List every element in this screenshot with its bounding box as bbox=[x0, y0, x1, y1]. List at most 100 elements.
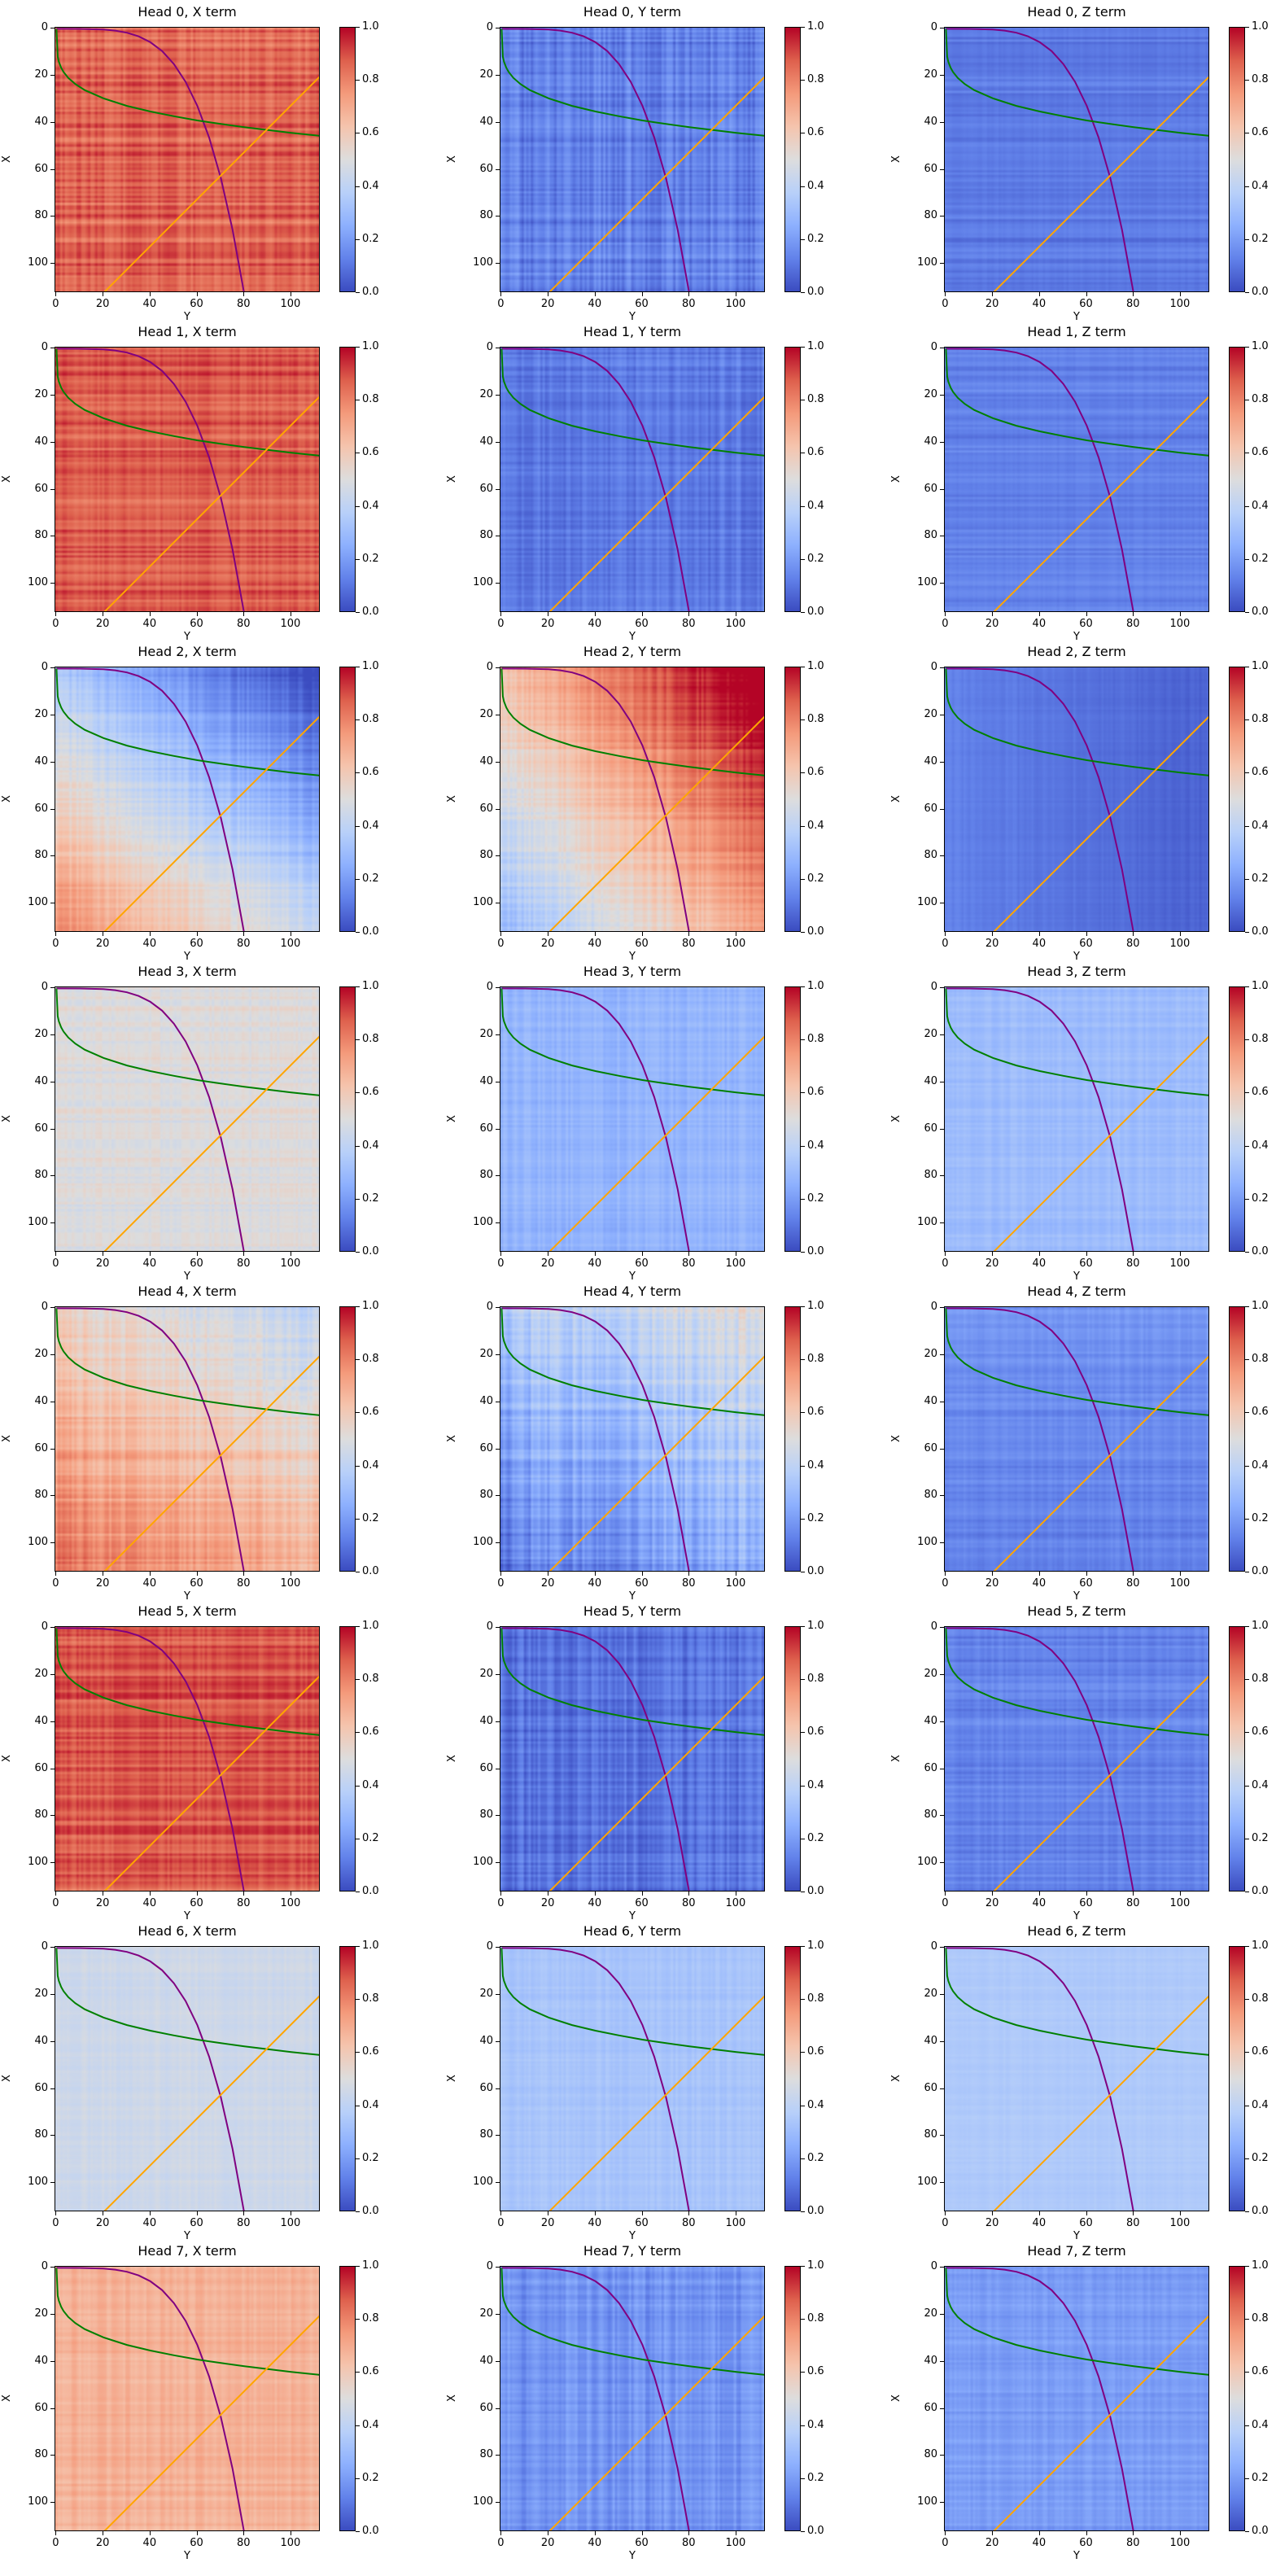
colorbar bbox=[784, 27, 801, 292]
y-tick bbox=[940, 75, 944, 77]
overlay-lines bbox=[500, 28, 764, 291]
x-tick-label: 80 bbox=[236, 1577, 251, 1590]
x-tick-label: 40 bbox=[142, 1257, 157, 1270]
y-tick bbox=[50, 121, 55, 123]
y-tick-label: 60 bbox=[924, 2081, 937, 2094]
purple-curve bbox=[946, 2267, 1134, 2530]
colorbar-tick-label: 0.4 bbox=[362, 1459, 379, 1472]
y-axis-label: X bbox=[0, 2075, 13, 2082]
green-curve bbox=[500, 1308, 764, 1416]
x-tick bbox=[1133, 1252, 1134, 1256]
colorbar-tick-label: 0.0 bbox=[1252, 1245, 1269, 1257]
x-tick bbox=[55, 1572, 57, 1576]
colorbar-tick-label: 0.8 bbox=[1252, 1992, 1269, 2005]
overlay-lines bbox=[55, 667, 319, 931]
colorbar-tick-label: 0.4 bbox=[807, 499, 824, 512]
colorbar-tick bbox=[801, 1306, 805, 1307]
x-tick-label: 80 bbox=[1125, 2217, 1140, 2229]
colorbar-tick bbox=[1245, 1465, 1249, 1467]
y-tick bbox=[940, 1175, 944, 1177]
panel-title: Head 1, Z term bbox=[1027, 324, 1126, 339]
x-tick bbox=[945, 932, 946, 936]
x-tick bbox=[992, 1892, 994, 1896]
y-axis-label: X bbox=[889, 2394, 902, 2402]
y-tick-label: 100 bbox=[28, 1855, 48, 1868]
x-tick bbox=[1086, 1892, 1087, 1896]
x-tick-label: 100 bbox=[280, 2537, 301, 2549]
overlay-lines bbox=[945, 2267, 1208, 2530]
x-tick bbox=[1133, 2211, 1134, 2215]
colorbar-tick-label: 0.8 bbox=[807, 2312, 824, 2325]
x-tick-label: 80 bbox=[1125, 1257, 1140, 1270]
y-tick bbox=[940, 1947, 944, 1948]
colorbar-tick-label: 0.2 bbox=[1252, 552, 1269, 565]
x-tick-label: 40 bbox=[1032, 1897, 1047, 1909]
y-tick bbox=[940, 1815, 944, 1817]
x-tick bbox=[196, 1572, 198, 1576]
x-tick-label: 0 bbox=[497, 1577, 505, 1590]
colorbar-tick bbox=[356, 238, 360, 240]
y-tick-label: 0 bbox=[41, 2260, 48, 2273]
y-tick-label: 0 bbox=[486, 661, 493, 674]
heatmap-panel: Head 5, Y term 0 20 40 60 80 100 0 20 40 60 80 100 Y X… bbox=[445, 1599, 885, 1922]
overlay-lines bbox=[945, 28, 1208, 291]
y-tick-label: 80 bbox=[34, 849, 48, 862]
y-tick bbox=[940, 168, 944, 170]
y-tick-label: 0 bbox=[930, 1620, 937, 1634]
y-tick bbox=[496, 761, 500, 763]
y-tick bbox=[940, 488, 944, 490]
y-tick-label: 40 bbox=[924, 2354, 937, 2367]
y-tick-label: 20 bbox=[479, 388, 493, 401]
colorbar-tick-label: 0.2 bbox=[1252, 1511, 1269, 1524]
colorbar-tick bbox=[801, 825, 805, 827]
x-tick bbox=[196, 1252, 198, 1256]
colorbar-tick-label: 0.8 bbox=[1252, 713, 1269, 726]
x-tick bbox=[1133, 932, 1134, 936]
x-tick bbox=[594, 2531, 596, 2535]
green-curve bbox=[55, 1308, 319, 1416]
x-axis-label: Y bbox=[1073, 1910, 1080, 1922]
heatmap-panel: Head 5, X term 0 20 40 60 80 100 0 20 40 60 80 100 Y X… bbox=[0, 1599, 439, 1922]
heatmap-panel: Head 7, X term 0 20 40 60 80 100 0 20 40 60 80 100 Y X… bbox=[0, 2239, 439, 2562]
colorbar-tick bbox=[356, 2372, 360, 2373]
colorbar-tick bbox=[801, 1679, 805, 1681]
green-curve bbox=[945, 28, 1208, 137]
x-tick-label: 40 bbox=[588, 2537, 602, 2549]
colorbar bbox=[1229, 1306, 1245, 1572]
heatmap-image bbox=[500, 987, 764, 1251]
y-tick bbox=[496, 2181, 500, 2183]
colorbar-tick-label: 1.0 bbox=[1252, 20, 1269, 33]
orange-line bbox=[548, 1675, 764, 1891]
y-tick-label: 20 bbox=[34, 68, 48, 81]
x-tick-label: 20 bbox=[540, 298, 555, 310]
colorbar-tick bbox=[801, 986, 805, 987]
colorbar-tick bbox=[1245, 2425, 1249, 2426]
panel-title: Head 5, X term bbox=[138, 1603, 237, 1619]
y-tick-label: 40 bbox=[34, 754, 48, 768]
x-tick bbox=[196, 932, 198, 936]
y-tick bbox=[496, 1222, 500, 1223]
x-tick bbox=[688, 2531, 690, 2535]
y-tick-label: 40 bbox=[479, 435, 493, 448]
heatmap-image bbox=[55, 348, 319, 611]
colorbar-tick bbox=[801, 2158, 805, 2159]
x-tick-label: 20 bbox=[540, 1897, 555, 1909]
y-tick-label: 60 bbox=[924, 482, 937, 495]
y-axis-label: X bbox=[445, 1115, 458, 1122]
colorbar bbox=[784, 347, 801, 612]
y-tick bbox=[496, 121, 500, 123]
x-tick-label: 60 bbox=[635, 2217, 649, 2229]
x-axis-label: Y bbox=[629, 1590, 636, 1603]
colorbar-tick bbox=[801, 80, 805, 81]
y-tick-label: 100 bbox=[473, 256, 493, 269]
y-tick-label: 80 bbox=[479, 1489, 493, 1502]
colorbar-tick-label: 0.8 bbox=[1252, 1353, 1269, 1366]
x-tick bbox=[500, 1572, 502, 1576]
y-tick-label: 40 bbox=[479, 2034, 493, 2047]
x-tick-label: 20 bbox=[95, 1577, 110, 1590]
green-curve bbox=[55, 2268, 319, 2376]
y-tick bbox=[940, 1861, 944, 1863]
colorbar-tick-label: 0.0 bbox=[1252, 606, 1269, 618]
x-tick bbox=[500, 932, 502, 936]
colorbar-tick bbox=[356, 1785, 360, 1787]
